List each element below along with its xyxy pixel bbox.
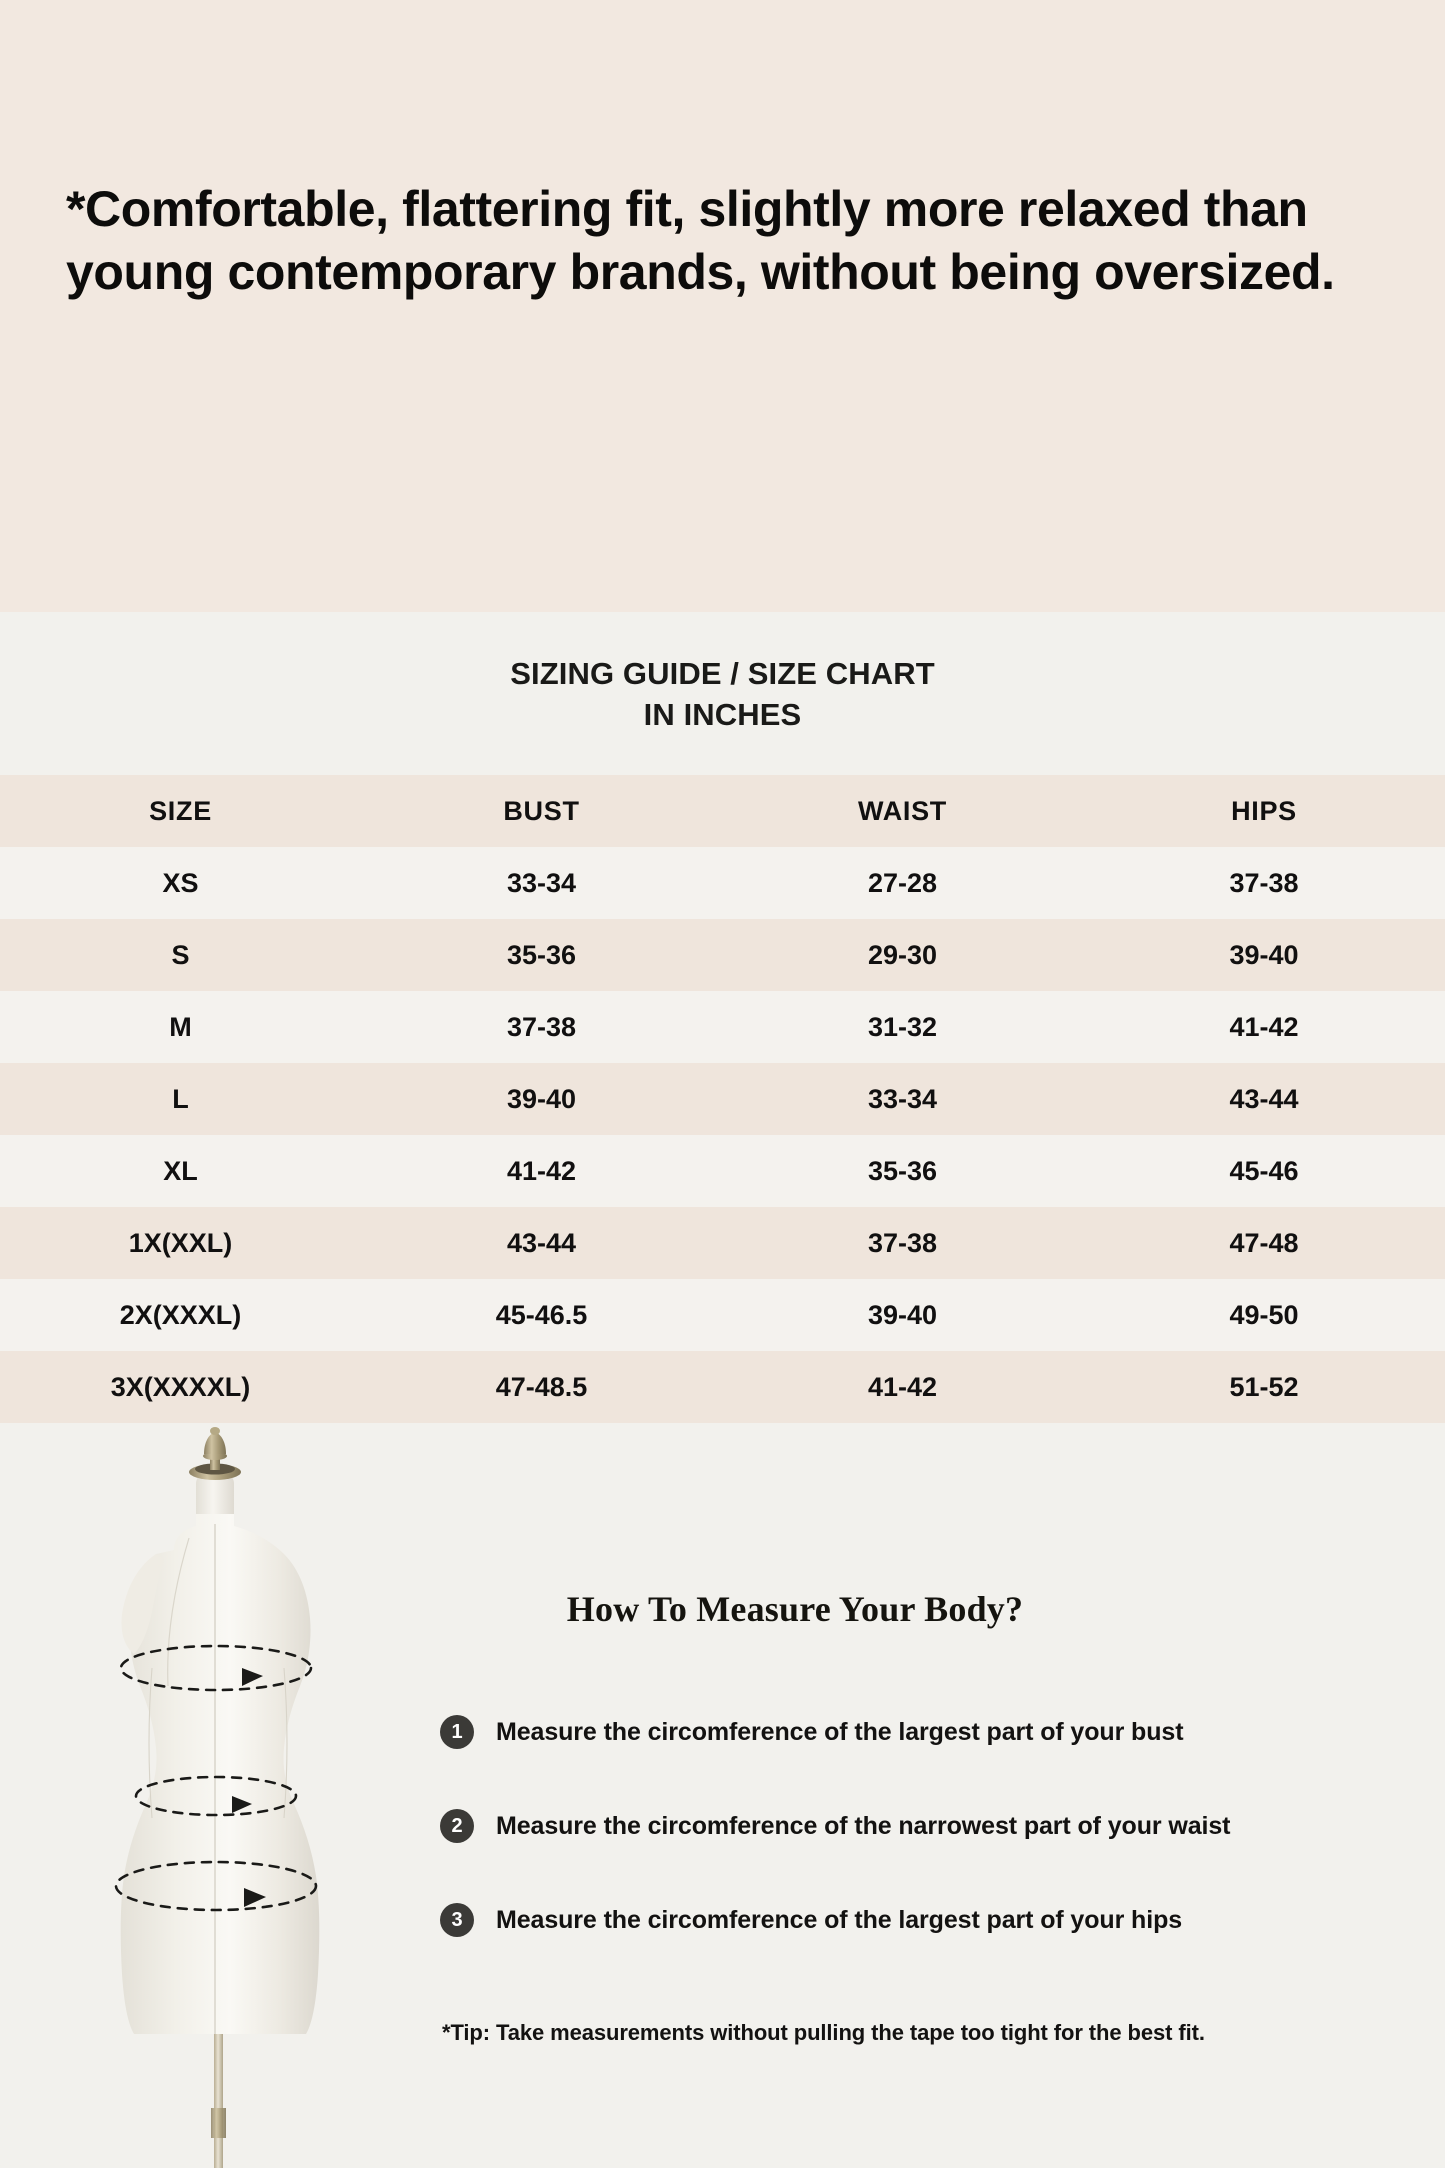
- cell-size: S: [171, 939, 190, 970]
- cell-hips: 41-42: [1229, 1011, 1299, 1042]
- measurement-direction-arrows: [232, 1668, 266, 1907]
- list-item: 2 Measure the circomference of the narro…: [440, 1792, 1400, 1860]
- cell-size: XS: [162, 867, 199, 898]
- cell-size: L: [172, 1083, 189, 1114]
- table-row: 1X(XXL) 43-44 37-38 47-48: [0, 1207, 1445, 1279]
- dress-form-mannequin-illustration: [56, 1418, 386, 2168]
- table-row: L 39-40 33-34 43-44: [0, 1063, 1445, 1135]
- chart-title-line-2: IN INCHES: [643, 696, 802, 732]
- table-row: M 37-38 31-32 41-42: [0, 991, 1445, 1063]
- cell-bust: 33-34: [506, 867, 577, 898]
- mannequin-stand-pole: [211, 2028, 226, 2168]
- step-number-badge-3: 3: [440, 1903, 474, 1937]
- column-header-size: SIZE: [149, 795, 212, 826]
- size-chart-section: SIZING GUIDE / SIZE CHART IN INCHES SIZE…: [0, 612, 1445, 1440]
- step-text-2: Measure the circomference of the narrowe…: [496, 1811, 1231, 1840]
- mannequin-body: [120, 1427, 320, 2034]
- table-row: XS 33-34 27-28 37-38: [0, 847, 1445, 919]
- cell-size: XL: [163, 1155, 198, 1186]
- cell-hips: 47-48: [1229, 1227, 1299, 1258]
- step-number-badge-2: 2: [440, 1809, 474, 1843]
- cell-bust: 35-36: [506, 939, 577, 970]
- size-chart-table: SIZE BUST WAIST HIPS XS 33-34 27-28 37-3…: [0, 775, 1445, 1423]
- chart-title: SIZING GUIDE / SIZE CHART IN INCHES: [0, 654, 1445, 736]
- step-text-3: Measure the circomference of the largest…: [496, 1905, 1183, 1934]
- cell-bust: 43-44: [506, 1227, 577, 1258]
- table-row: S 35-36 29-30 39-40: [0, 919, 1445, 991]
- table-row: 2X(XXXL) 45-46.5 39-40 49-50: [0, 1279, 1445, 1351]
- cell-bust: 45-46.5: [495, 1299, 588, 1330]
- cell-waist: 35-36: [867, 1155, 938, 1186]
- list-item: 3 Measure the circomference of the large…: [440, 1886, 1400, 1954]
- waist-measurement-line: [134, 1775, 298, 1817]
- cell-hips: 49-50: [1229, 1299, 1299, 1330]
- fit-note-text: *Comfortable, flattering fit, slightly m…: [66, 181, 1335, 300]
- step-text-1: Measure the circomference of the largest…: [496, 1717, 1184, 1746]
- bust-measurement-line: [119, 1644, 313, 1692]
- fit-note-banner: *Comfortable, flattering fit, slightly m…: [0, 0, 1445, 612]
- cell-size: 3X(XXXXL): [110, 1371, 251, 1402]
- cell-hips: 45-46: [1229, 1155, 1299, 1186]
- cell-waist: 27-28: [867, 867, 938, 898]
- mannequin-finial: [203, 1427, 227, 1470]
- measurement-tip-text: *Tip: Take measurements without pulling …: [442, 2020, 1205, 2045]
- cell-hips: 43-44: [1229, 1083, 1299, 1114]
- cell-waist: 29-30: [867, 939, 938, 970]
- cell-bust: 37-38: [506, 1011, 577, 1042]
- table-row: XL 41-42 35-36 45-46: [0, 1135, 1445, 1207]
- cell-size: 1X(XXL): [128, 1227, 233, 1258]
- table-row: 3X(XXXXL) 47-48.5 41-42 51-52: [0, 1351, 1445, 1423]
- cell-waist: 41-42: [867, 1371, 938, 1402]
- cell-bust: 47-48.5: [495, 1371, 588, 1402]
- cell-hips: 39-40: [1229, 939, 1299, 970]
- how-to-measure-heading: How To Measure Your Body?: [566, 1589, 1024, 1629]
- measure-steps-list: 1 Measure the circomference of the large…: [440, 1698, 1400, 1980]
- cell-size: M: [169, 1011, 192, 1042]
- cell-hips: 51-52: [1229, 1371, 1299, 1402]
- hips-measurement-line: [114, 1860, 318, 1912]
- chart-title-line-1: SIZING GUIDE / SIZE CHART: [510, 656, 935, 691]
- cell-waist: 37-38: [867, 1227, 938, 1258]
- table-header-row: SIZE BUST WAIST HIPS: [0, 775, 1445, 847]
- cell-waist: 31-32: [867, 1011, 938, 1042]
- step-number-badge-1: 1: [440, 1715, 474, 1749]
- column-header-waist: WAIST: [858, 795, 947, 826]
- cell-waist: 33-34: [867, 1083, 938, 1114]
- column-header-bust: BUST: [503, 795, 580, 826]
- cell-waist: 39-40: [867, 1299, 938, 1330]
- cell-bust: 41-42: [506, 1155, 577, 1186]
- cell-hips: 37-38: [1229, 867, 1299, 898]
- cell-bust: 39-40: [506, 1083, 577, 1114]
- list-item: 1 Measure the circomference of the large…: [440, 1698, 1400, 1766]
- cell-size: 2X(XXXL): [119, 1299, 242, 1330]
- column-header-hips: HIPS: [1231, 795, 1297, 826]
